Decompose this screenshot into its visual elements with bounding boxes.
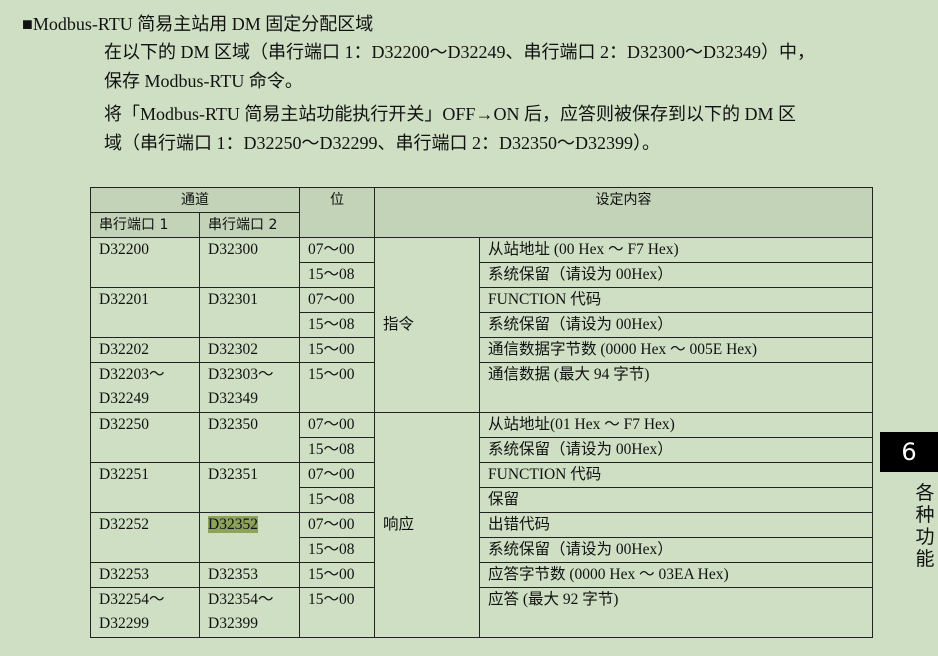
header-port1: 串行端口 1	[90, 212, 200, 238]
range-end: D32399	[208, 615, 258, 632]
cell-port1: D32250	[90, 412, 200, 463]
range-end: D32299	[99, 615, 149, 632]
cell-port1: D32202	[90, 337, 200, 363]
cell-bit: 07～00	[299, 512, 375, 538]
cell-port1: D32200	[90, 237, 200, 288]
cell-bit: 15～08	[299, 437, 375, 463]
cell-port2: D32303～ D32349	[199, 362, 300, 413]
table-row: 15～08 系统保留（请设为 00Hex）	[91, 262, 873, 288]
table-row: D32200 D32300 07～00 指令 从站地址 (00 Hex ～ F7 Hex…	[90, 237, 873, 413]
section-heading: ■Modbus-RTU 简易主站用 DM 固定分配区域	[22, 14, 374, 34]
cell-content: 通信数据字节数 (0000 Hex ～ 005E Hex)	[479, 337, 873, 363]
table-row: D32252 D32352 07～00 出错代码	[90, 512, 873, 563]
table-row: D32253 D32353 15～00 应答字节数 (0000 Hex ～ 03EA …	[90, 562, 873, 588]
cell-port2: D32352	[199, 512, 300, 563]
cell-type: 指令	[374, 237, 480, 413]
table-row: D32250 D32350 07～00 响应 从站地址(01 Hex ～ F7 Hex)	[90, 412, 873, 638]
cell-bit: 15～00	[299, 562, 375, 588]
cell-bit: 15～08	[299, 487, 375, 513]
range-start: D32354～	[208, 591, 274, 608]
header-bit: 位	[299, 187, 375, 238]
cell-content: 应答字节数 (0000 Hex ～ 03EA Hex)	[479, 562, 873, 588]
cell-content: 通信数据 (最大 94 字节)	[479, 362, 873, 413]
cell-bit: 07～00	[299, 287, 375, 313]
paragraph-line: 在以下的 DM 区域（串行端口 1：D32200～D32249、串行端口 2：D…	[104, 42, 815, 62]
cell-port2: D32301	[199, 287, 300, 338]
header-channel: 通道	[90, 187, 300, 213]
header-content: 设定内容	[374, 187, 873, 238]
cell-port1: D32201	[90, 287, 200, 338]
cell-bit: 15～08	[299, 312, 375, 338]
cell-content: FUNCTION 代码	[479, 462, 873, 488]
header-port2: 串行端口 2	[199, 212, 300, 238]
range-start: D32254～	[99, 591, 165, 608]
cell-bit: 07～00	[299, 237, 375, 263]
command-section: D32200 D32300 07～00 指令 从站地址 (00 Hex ～ F7 Hex…	[90, 237, 873, 413]
cell-content: 系统保留（请设为 00Hex）	[479, 312, 873, 338]
paragraph-line: 域（串行端口 1：D32250～D32299、串行端口 2：D32350～D32…	[104, 133, 660, 153]
range-start: D32303～	[208, 366, 274, 383]
cell-bit: 15～00	[299, 587, 375, 638]
cell-port2: D32351	[199, 462, 300, 513]
table-row: 15～08 系统保留（请设为 00Hex）	[91, 537, 873, 563]
cell-content: 系统保留（请设为 00Hex）	[479, 537, 873, 563]
cell-port2: D32350	[199, 412, 300, 463]
cell-bit: 07～00	[299, 412, 375, 438]
cell-port2: D32354～ D32399	[199, 587, 300, 638]
cell-port1: D32253	[90, 562, 200, 588]
table-row: D32251 D32351 07～00 FUNCTION 代码	[90, 462, 873, 513]
table-row: D32201 D32301 07～00 FUNCTION 代码	[90, 287, 873, 338]
cell-content: 出错代码	[479, 512, 873, 538]
cell-type: 响应	[374, 412, 480, 638]
cell-content: 应答 (最大 92 字节)	[479, 587, 873, 638]
paragraph-line: 保存 Modbus-RTU 命令。	[104, 71, 303, 91]
chapter-tab: 6	[880, 432, 938, 472]
cell-content: 系统保留（请设为 00Hex）	[479, 437, 873, 463]
cell-port2: D32300	[199, 237, 300, 288]
cell-bit: 15～00	[299, 362, 375, 413]
dm-allocation-table: 通道 位 设定内容 串行端口 1 串行端口 2 D32200 D32300 07～0…	[90, 187, 873, 638]
cell-port1: D32251	[90, 462, 200, 513]
range-end: D32249	[99, 390, 149, 407]
response-section: D32250 D32350 07～00 响应 从站地址(01 Hex ～ F7 Hex)…	[90, 412, 873, 638]
cell-content: 从站地址(01 Hex ～ F7 Hex)	[479, 412, 873, 438]
table-row: 15～08 保留	[91, 487, 873, 513]
cell-bit: 15～00	[299, 337, 375, 363]
cell-port1: D32203～ D32249	[90, 362, 200, 413]
cell-port2: D32302	[199, 337, 300, 363]
table-row: D32202 D32302 15～00 通信数据字节数 (0000 Hex ～ 005…	[90, 337, 873, 363]
table-row: 15～08 系统保留（请设为 00Hex）	[91, 312, 873, 338]
highlighted-text: D32352	[208, 516, 258, 533]
range-end: D32349	[208, 390, 258, 407]
cell-bit: 15～08	[299, 262, 375, 288]
cell-bit: 15～08	[299, 537, 375, 563]
range-start: D32203～	[99, 366, 165, 383]
paragraph-line: 将「Modbus-RTU 简易主站功能执行开关」OFF→ON 后，应答则被保存到…	[104, 104, 796, 124]
chapter-label: 各种功能	[915, 482, 935, 570]
table-row: D32203～ D32249 D32303～ D32349 15～00 通信数据 (最大 …	[90, 362, 873, 413]
cell-bit: 07～00	[299, 462, 375, 488]
cell-content: 从站地址 (00 Hex ～ F7 Hex)	[479, 237, 873, 263]
cell-port1: D32254～ D32299	[90, 587, 200, 638]
cell-content: 保留	[479, 487, 873, 513]
cell-content: 系统保留（请设为 00Hex）	[479, 262, 873, 288]
table-row: 15～08 系统保留（请设为 00Hex）	[91, 437, 873, 463]
cell-port1: D32252	[90, 512, 200, 563]
cell-content: FUNCTION 代码	[479, 287, 873, 313]
cell-port2: D32353	[199, 562, 300, 588]
table-row: D32254～ D32299 D32354～ D32399 15～00 应答 (最大 92…	[90, 587, 873, 638]
